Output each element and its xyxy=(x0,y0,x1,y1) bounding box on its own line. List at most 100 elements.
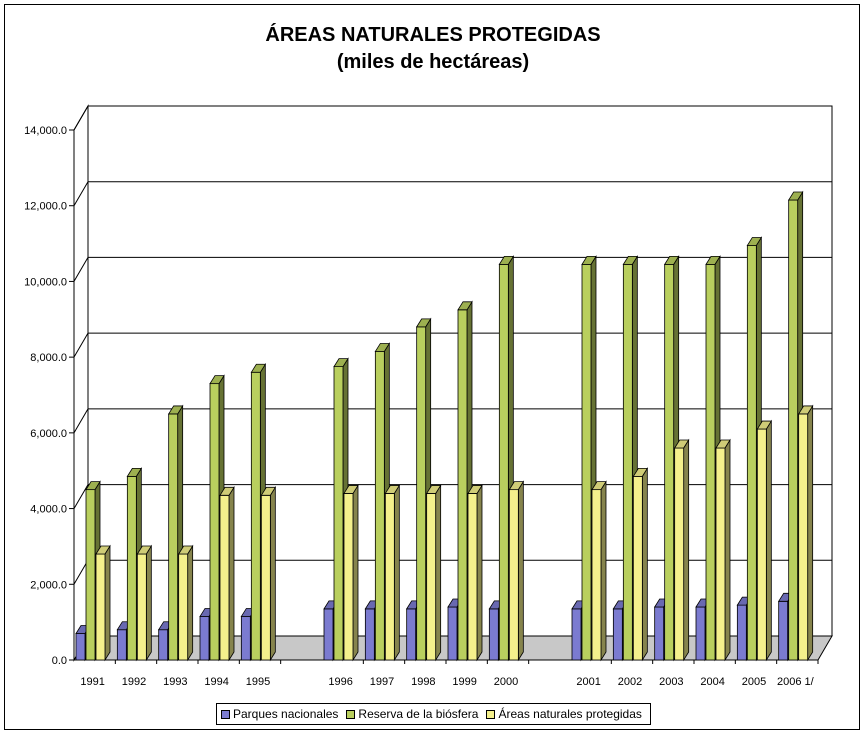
bar-front xyxy=(406,608,417,661)
bar-front xyxy=(674,447,685,661)
x-tick-label: 1991 xyxy=(80,676,104,688)
bar-front xyxy=(664,263,675,661)
bar-top xyxy=(673,439,690,449)
bar-top xyxy=(457,301,473,311)
bar xyxy=(591,480,607,662)
bar-front xyxy=(333,366,344,661)
bar-front xyxy=(75,633,86,661)
bar-front xyxy=(323,608,334,661)
bar-side xyxy=(352,484,359,662)
x-tick-label: 1996 xyxy=(328,676,352,688)
legend-label: Reserva de la biósfera xyxy=(358,707,479,721)
bar-side xyxy=(724,438,731,662)
bar-front xyxy=(250,371,261,661)
bar-top xyxy=(333,358,349,368)
bar-top xyxy=(343,485,359,494)
bar-front xyxy=(467,493,478,661)
x-tick-label: 1999 xyxy=(452,676,476,688)
bar-side xyxy=(641,466,648,662)
x-tick-label: 2005 xyxy=(742,676,766,688)
bar-side xyxy=(269,485,276,662)
bar-front xyxy=(591,489,602,661)
y-tick-label: 0.0 xyxy=(52,655,67,667)
bar-front xyxy=(209,383,220,661)
x-tick-label: 2002 xyxy=(618,676,642,688)
bar-front xyxy=(654,606,665,661)
bar-side xyxy=(104,544,111,662)
bar-top xyxy=(581,255,597,265)
bar-top xyxy=(508,481,525,491)
legend-label: Parques nacionales xyxy=(233,707,339,721)
gridline-side xyxy=(73,332,89,358)
bar-front xyxy=(85,489,96,661)
bar-front xyxy=(705,263,716,661)
gridline-side xyxy=(73,181,89,206)
bar-front xyxy=(178,553,189,661)
bar-top xyxy=(622,255,639,265)
bar xyxy=(260,485,277,662)
x-axis-labels: 1991 1992 1993 1994 1995 1996 1997 1998 1999 2000… xyxy=(80,660,819,688)
legend-swatch xyxy=(221,709,230,719)
x-tick-label: 1995 xyxy=(246,676,270,688)
bar-front xyxy=(374,351,385,661)
bar-top xyxy=(85,481,101,491)
bar-front xyxy=(199,616,210,661)
legend-label: Áreas naturales protegidas xyxy=(498,707,642,721)
bar-front xyxy=(612,608,623,661)
bar-front xyxy=(798,413,809,661)
legend-item: Reserva de la biósfera xyxy=(346,707,478,721)
bar-front xyxy=(364,608,375,661)
bar-front xyxy=(457,309,468,661)
bar-top xyxy=(415,318,432,328)
bar xyxy=(508,480,525,662)
legend-swatch xyxy=(346,709,356,719)
bar xyxy=(756,419,773,662)
x-tick-label: 1998 xyxy=(411,676,435,688)
bar-front xyxy=(240,616,251,661)
y-tick-label: 2,000.0 xyxy=(30,579,67,591)
bar xyxy=(715,438,731,662)
bar-side xyxy=(600,480,607,662)
bar xyxy=(467,484,483,662)
gridline-side xyxy=(73,105,89,131)
bar-top xyxy=(663,255,680,265)
bar-side xyxy=(765,419,772,662)
bar-front xyxy=(158,629,169,661)
bar-front xyxy=(126,475,137,661)
bar-top xyxy=(756,420,773,430)
bar xyxy=(425,484,442,662)
x-tick-label: 2000 xyxy=(494,676,518,688)
y-tick-label: 4,000.0 xyxy=(30,504,67,516)
bar-top xyxy=(177,545,194,555)
bar xyxy=(219,485,235,662)
bar-top xyxy=(705,255,721,265)
y-tick-label: 12,000.0 xyxy=(24,201,67,213)
bar-front xyxy=(581,263,592,661)
bar-front xyxy=(508,489,519,661)
bar-top xyxy=(632,467,649,477)
x-tick-label: 2001 xyxy=(576,676,600,688)
bar xyxy=(673,438,690,662)
bar-top xyxy=(746,237,763,246)
bar-front xyxy=(343,493,354,661)
bar-front xyxy=(447,606,458,661)
y-tick-label: 8,000.0 xyxy=(30,352,67,364)
bar-front xyxy=(488,608,499,661)
bar-side xyxy=(476,484,483,662)
bar-top xyxy=(498,255,515,265)
bar-top xyxy=(591,481,607,491)
bar-front xyxy=(571,608,582,661)
bar-top xyxy=(126,467,143,477)
y-axis-ticks: 0.0 2,000.0 4,000.0 6,000.0 8,000.0 10,000.0 1… xyxy=(24,125,74,667)
bar-front xyxy=(384,493,395,661)
chart-title-main: ÁREAS NATURALES PROTEGIDAS xyxy=(265,24,601,46)
x-tick-label: 2003 xyxy=(659,676,683,688)
chart-subtitle: (miles de hectáreas) xyxy=(336,51,530,73)
bar-top xyxy=(467,485,483,494)
bar-top xyxy=(136,545,153,555)
gridline-side xyxy=(73,484,89,509)
bar-front xyxy=(168,413,179,661)
legend-item: Parques nacionales xyxy=(221,707,338,721)
bar-side xyxy=(393,484,400,662)
